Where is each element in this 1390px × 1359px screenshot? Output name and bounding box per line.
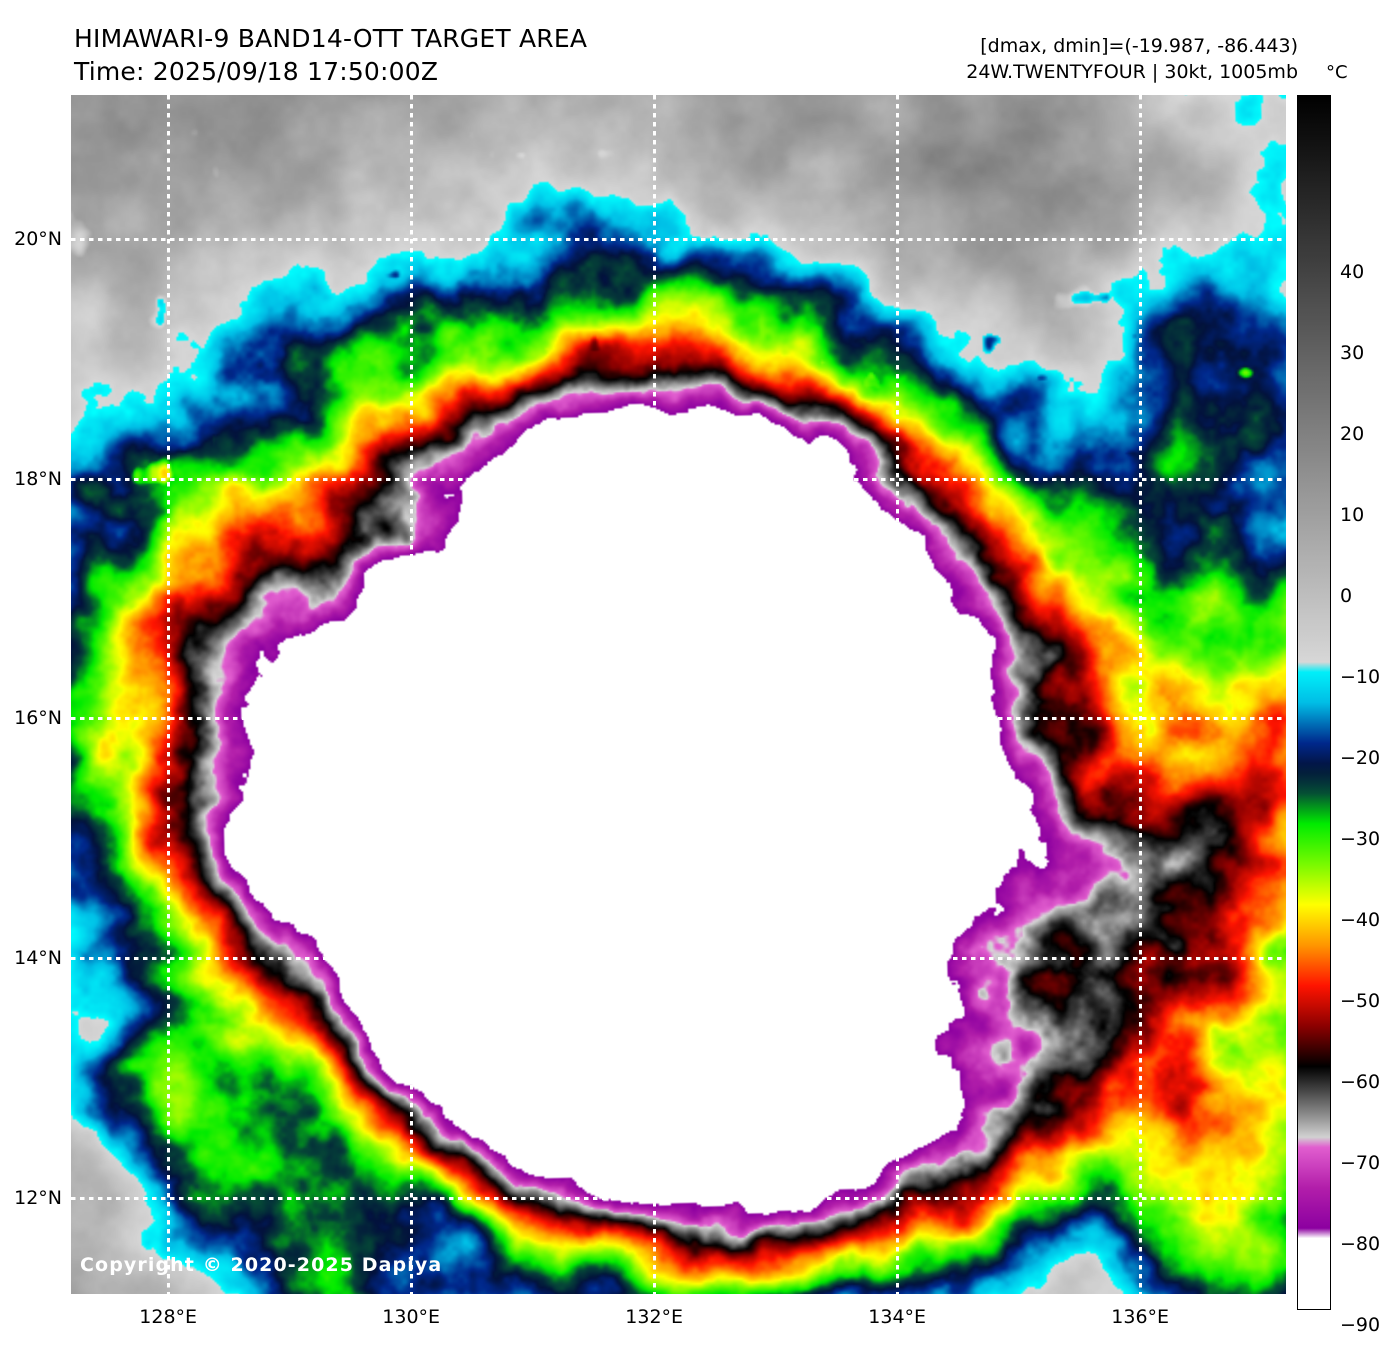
colorbar-tick: 20 bbox=[1340, 423, 1365, 445]
lat-tick-label: 12°N bbox=[14, 1187, 62, 1210]
colorbar-gradient bbox=[1298, 96, 1330, 1309]
title-line-1: HIMAWARI-9 BAND14-OTT TARGET AREA bbox=[74, 24, 588, 53]
gridline-lat-12 bbox=[71, 1197, 1286, 1201]
lon-tick-label: 136°E bbox=[1111, 1306, 1170, 1328]
colorbar-tick: −60 bbox=[1340, 1071, 1381, 1093]
lon-tick-label: 134°E bbox=[868, 1306, 927, 1328]
lat-tick-label: 14°N bbox=[14, 947, 62, 970]
page-title: HIMAWARI-9 BAND14-OTT TARGET AREA Time: … bbox=[74, 22, 587, 88]
dmax-dmin-readout: [dmax, dmin]=(-19.987, -86.443) bbox=[980, 35, 1298, 57]
storm-info-readout: 24W.TWENTYFOUR | 30kt, 1005mb bbox=[966, 61, 1298, 83]
colorbar-tick: 40 bbox=[1340, 261, 1365, 283]
colorbar-tick: −90 bbox=[1340, 1314, 1381, 1336]
gridline-lat-20 bbox=[71, 237, 1286, 241]
lat-tick-label: 18°N bbox=[14, 467, 62, 490]
colorbar-units-label: °C bbox=[1326, 62, 1348, 83]
colorbar-tick: 10 bbox=[1340, 504, 1365, 526]
colorbar-tick: −10 bbox=[1340, 666, 1381, 688]
gridline-lon-128 bbox=[167, 95, 171, 1294]
colorbar-tick: −70 bbox=[1340, 1152, 1381, 1174]
metadata-block: [dmax, dmin]=(-19.987, -86.443) 24W.TWEN… bbox=[966, 33, 1298, 85]
colorbar-tick: −30 bbox=[1340, 828, 1381, 850]
colorbar-tick: −40 bbox=[1340, 909, 1381, 931]
gridline-lon-136 bbox=[1139, 95, 1143, 1294]
gridline-lat-18 bbox=[71, 477, 1286, 481]
temperature-colorbar: 40 30 20 10 0 −10 −20 −30 −40 −50 −60 −70 −80 −90 bbox=[1297, 95, 1380, 1336]
colorbar-tick: 0 bbox=[1340, 585, 1353, 607]
coordinate-gridlines bbox=[71, 95, 1286, 1294]
gridline-lon-132 bbox=[653, 95, 657, 1294]
colorbar-tick: −20 bbox=[1340, 747, 1381, 769]
lon-tick-label: 132°E bbox=[625, 1306, 684, 1328]
lat-tick-label: 20°N bbox=[14, 227, 62, 250]
lat-tick-label: 16°N bbox=[14, 707, 62, 730]
gridline-lon-134 bbox=[896, 95, 900, 1294]
gridline-lat-14 bbox=[71, 957, 1286, 961]
gridline-lat-16 bbox=[71, 717, 1286, 721]
colorbar-tick: −50 bbox=[1340, 990, 1381, 1012]
gridline-lon-130 bbox=[410, 95, 414, 1294]
lon-tick-label: 128°E bbox=[139, 1306, 198, 1328]
colorbar-tick: −80 bbox=[1340, 1233, 1381, 1255]
colorbar-tick: 30 bbox=[1340, 342, 1365, 364]
title-line-2: Time: 2025/09/18 17:50:00Z bbox=[74, 57, 439, 86]
copyright-notice: Copyright © 2020-2025 Dapiya bbox=[80, 1254, 443, 1276]
lon-tick-label: 130°E bbox=[382, 1306, 441, 1328]
satellite-image-plot bbox=[71, 95, 1286, 1294]
